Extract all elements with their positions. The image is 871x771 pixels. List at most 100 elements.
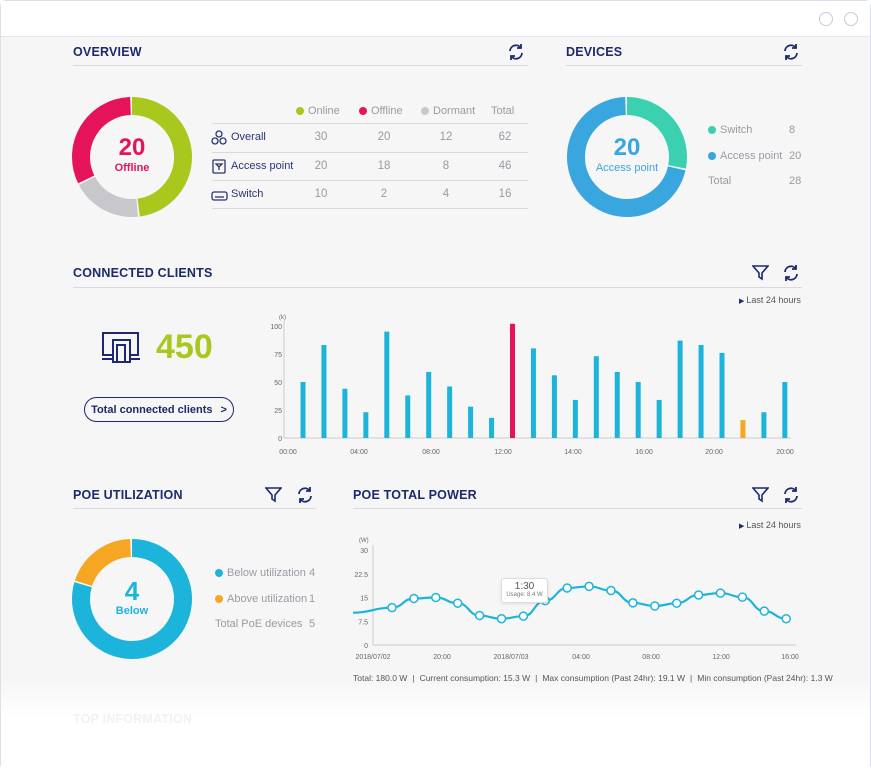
x-tick-label: 12:00 xyxy=(494,449,512,456)
refresh-icon[interactable] xyxy=(782,486,800,504)
table-cell: 30 xyxy=(314,131,328,143)
poe-donut-label: Below xyxy=(115,605,149,617)
y-tick-label: 25 xyxy=(274,408,282,415)
legend-dot xyxy=(359,107,367,115)
data-point[interactable] xyxy=(562,583,572,593)
table-cell: 10 xyxy=(314,188,328,200)
bar[interactable] xyxy=(384,331,390,438)
overview-donut xyxy=(72,97,192,217)
x-tick-label: 20:00 xyxy=(433,654,451,661)
x-tick-label: 16:00 xyxy=(781,654,799,661)
window-close-button[interactable] xyxy=(844,12,858,26)
data-point[interactable] xyxy=(452,598,463,608)
refresh-icon[interactable] xyxy=(296,486,314,504)
refresh-icon[interactable] xyxy=(507,43,525,61)
bar[interactable] xyxy=(635,382,641,438)
bar[interactable] xyxy=(551,375,557,438)
table-cell: 20 xyxy=(377,131,391,143)
data-point[interactable] xyxy=(759,606,770,616)
bar[interactable] xyxy=(510,323,515,438)
y-tick-label: 22.5 xyxy=(354,572,368,579)
refresh-icon[interactable] xyxy=(782,43,800,61)
table-cell: 20 xyxy=(314,159,328,172)
bar[interactable] xyxy=(489,417,495,438)
poe-total-power-title: POE TOTAL POWER xyxy=(353,488,477,502)
total-connected-clients-button[interactable]: Total connected clients > xyxy=(84,397,234,422)
devices-donut-label: Access point xyxy=(595,162,659,174)
poe-power-line-chart: (W) 0 7.5 15 22.5 30 2018/07/02 20:00 2018/07/03… xyxy=(352,538,799,661)
clients-range-selector[interactable]: ▶ Last 24 hours xyxy=(739,295,801,305)
data-point[interactable] xyxy=(431,592,441,603)
donut-segment xyxy=(72,539,192,659)
bar[interactable] xyxy=(405,395,411,438)
refresh-icon[interactable] xyxy=(782,264,800,282)
legend-dot xyxy=(215,594,223,603)
power-stat: Total: 180.0 W xyxy=(353,673,408,683)
table-cell: 4 xyxy=(442,188,450,200)
legend-item: Above utilization xyxy=(215,593,307,605)
bar[interactable] xyxy=(761,412,767,438)
table-cell: 46 xyxy=(498,159,512,172)
x-tick-label: 14:00 xyxy=(564,449,582,456)
overview-donut-value: 20 xyxy=(118,134,146,161)
column-header: Offline xyxy=(359,105,403,117)
y-tick-label: 7.5 xyxy=(358,619,368,626)
data-point[interactable] xyxy=(606,585,616,596)
bar[interactable] xyxy=(363,412,369,438)
bar[interactable] xyxy=(300,382,306,438)
data-point[interactable] xyxy=(628,598,638,608)
donut-segment xyxy=(567,97,686,217)
column-header: Dormant xyxy=(421,105,475,117)
table-cell: 8 xyxy=(442,159,450,172)
x-tick-label: 04:00 xyxy=(572,654,590,661)
bar[interactable] xyxy=(342,388,348,438)
bar[interactable] xyxy=(719,352,725,438)
switch-icon xyxy=(211,191,228,201)
x-tick-label: 08:00 xyxy=(422,449,440,456)
title-bar xyxy=(1,1,870,37)
y-tick-label: 0 xyxy=(364,643,368,650)
bar[interactable] xyxy=(593,356,599,438)
data-point[interactable] xyxy=(693,590,704,600)
window-minimize-button[interactable] xyxy=(819,12,833,26)
filter-icon[interactable] xyxy=(752,486,769,503)
column-label: Total xyxy=(491,105,515,117)
data-point[interactable] xyxy=(496,613,507,624)
donut-segment xyxy=(131,97,192,217)
bar[interactable] xyxy=(447,386,453,438)
bar[interactable] xyxy=(698,345,704,438)
bar[interactable] xyxy=(614,371,620,438)
data-point[interactable] xyxy=(518,611,529,621)
bar[interactable] xyxy=(677,340,683,438)
legend-item: Below utilization xyxy=(215,567,306,579)
poe-utilization-title: POE UTILIZATION xyxy=(73,488,183,502)
bar[interactable] xyxy=(782,382,788,438)
bar[interactable] xyxy=(468,406,474,438)
data-point[interactable] xyxy=(409,593,419,604)
legend-dot xyxy=(215,569,223,577)
x-tick-label: 04:00 xyxy=(350,449,368,456)
data-point[interactable] xyxy=(671,598,682,608)
data-point[interactable] xyxy=(474,610,485,621)
power-range-selector[interactable]: ▶ Last 24 hours xyxy=(739,520,801,530)
data-point[interactable] xyxy=(584,581,594,592)
data-point[interactable] xyxy=(650,601,660,611)
caret-right-icon: ▶ xyxy=(739,298,747,305)
overview-title: OVERVIEW xyxy=(73,45,142,59)
bar[interactable] xyxy=(656,399,662,438)
data-point[interactable] xyxy=(387,602,397,613)
data-point[interactable] xyxy=(737,592,748,602)
bar[interactable] xyxy=(530,348,536,438)
filter-icon[interactable] xyxy=(265,486,282,503)
data-point[interactable] xyxy=(781,613,791,624)
devices-icon xyxy=(102,332,140,363)
bar[interactable] xyxy=(572,399,578,438)
data-point[interactable] xyxy=(715,588,726,598)
tooltip-time: 1:30 xyxy=(514,581,535,592)
bar[interactable] xyxy=(740,420,746,438)
button-label: Total connected clients xyxy=(91,403,213,416)
filter-icon[interactable] xyxy=(752,264,769,281)
bar[interactable] xyxy=(426,371,432,438)
bar[interactable] xyxy=(321,345,327,438)
column-label: Offline xyxy=(371,105,403,117)
